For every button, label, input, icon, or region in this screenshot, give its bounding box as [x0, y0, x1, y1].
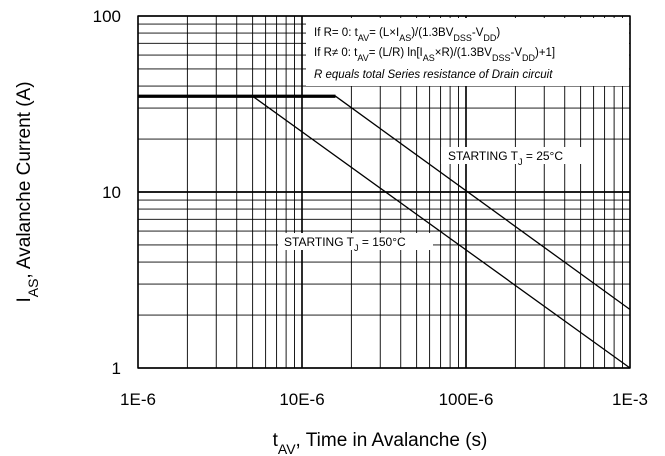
formula-box [306, 18, 629, 86]
y-tick-label: 100 [93, 7, 121, 26]
label-150c-bg [278, 233, 433, 250]
tick-labels: 1E-6 10E-6 100E-6 1E-3 1 10 100 [93, 7, 648, 409]
x-tick-label: 1E-6 [120, 390, 156, 409]
y-axis-title: IAS, Avalanche Current (A) [14, 81, 41, 302]
y-tick-label: 1 [112, 359, 121, 378]
grid-lines [137, 15, 631, 369]
label-25c-bg [441, 147, 590, 164]
x-tick-label: 10E-6 [279, 390, 324, 409]
series-lines [138, 94, 631, 369]
series-label-150c: STARTING TJ = 150°C [284, 235, 406, 253]
series-label-25c: STARTING TJ = 25°C [448, 149, 563, 167]
formula-note: R equals total Series resistance of Drai… [314, 69, 553, 81]
x-axis-title: tAV, Time in Avalanche (s) [273, 430, 488, 456]
x-tick-label: 1E-3 [612, 390, 648, 409]
plot-frame [137, 15, 631, 369]
x-tick-label: 100E-6 [439, 390, 494, 409]
y-tick-label: 10 [102, 183, 121, 202]
